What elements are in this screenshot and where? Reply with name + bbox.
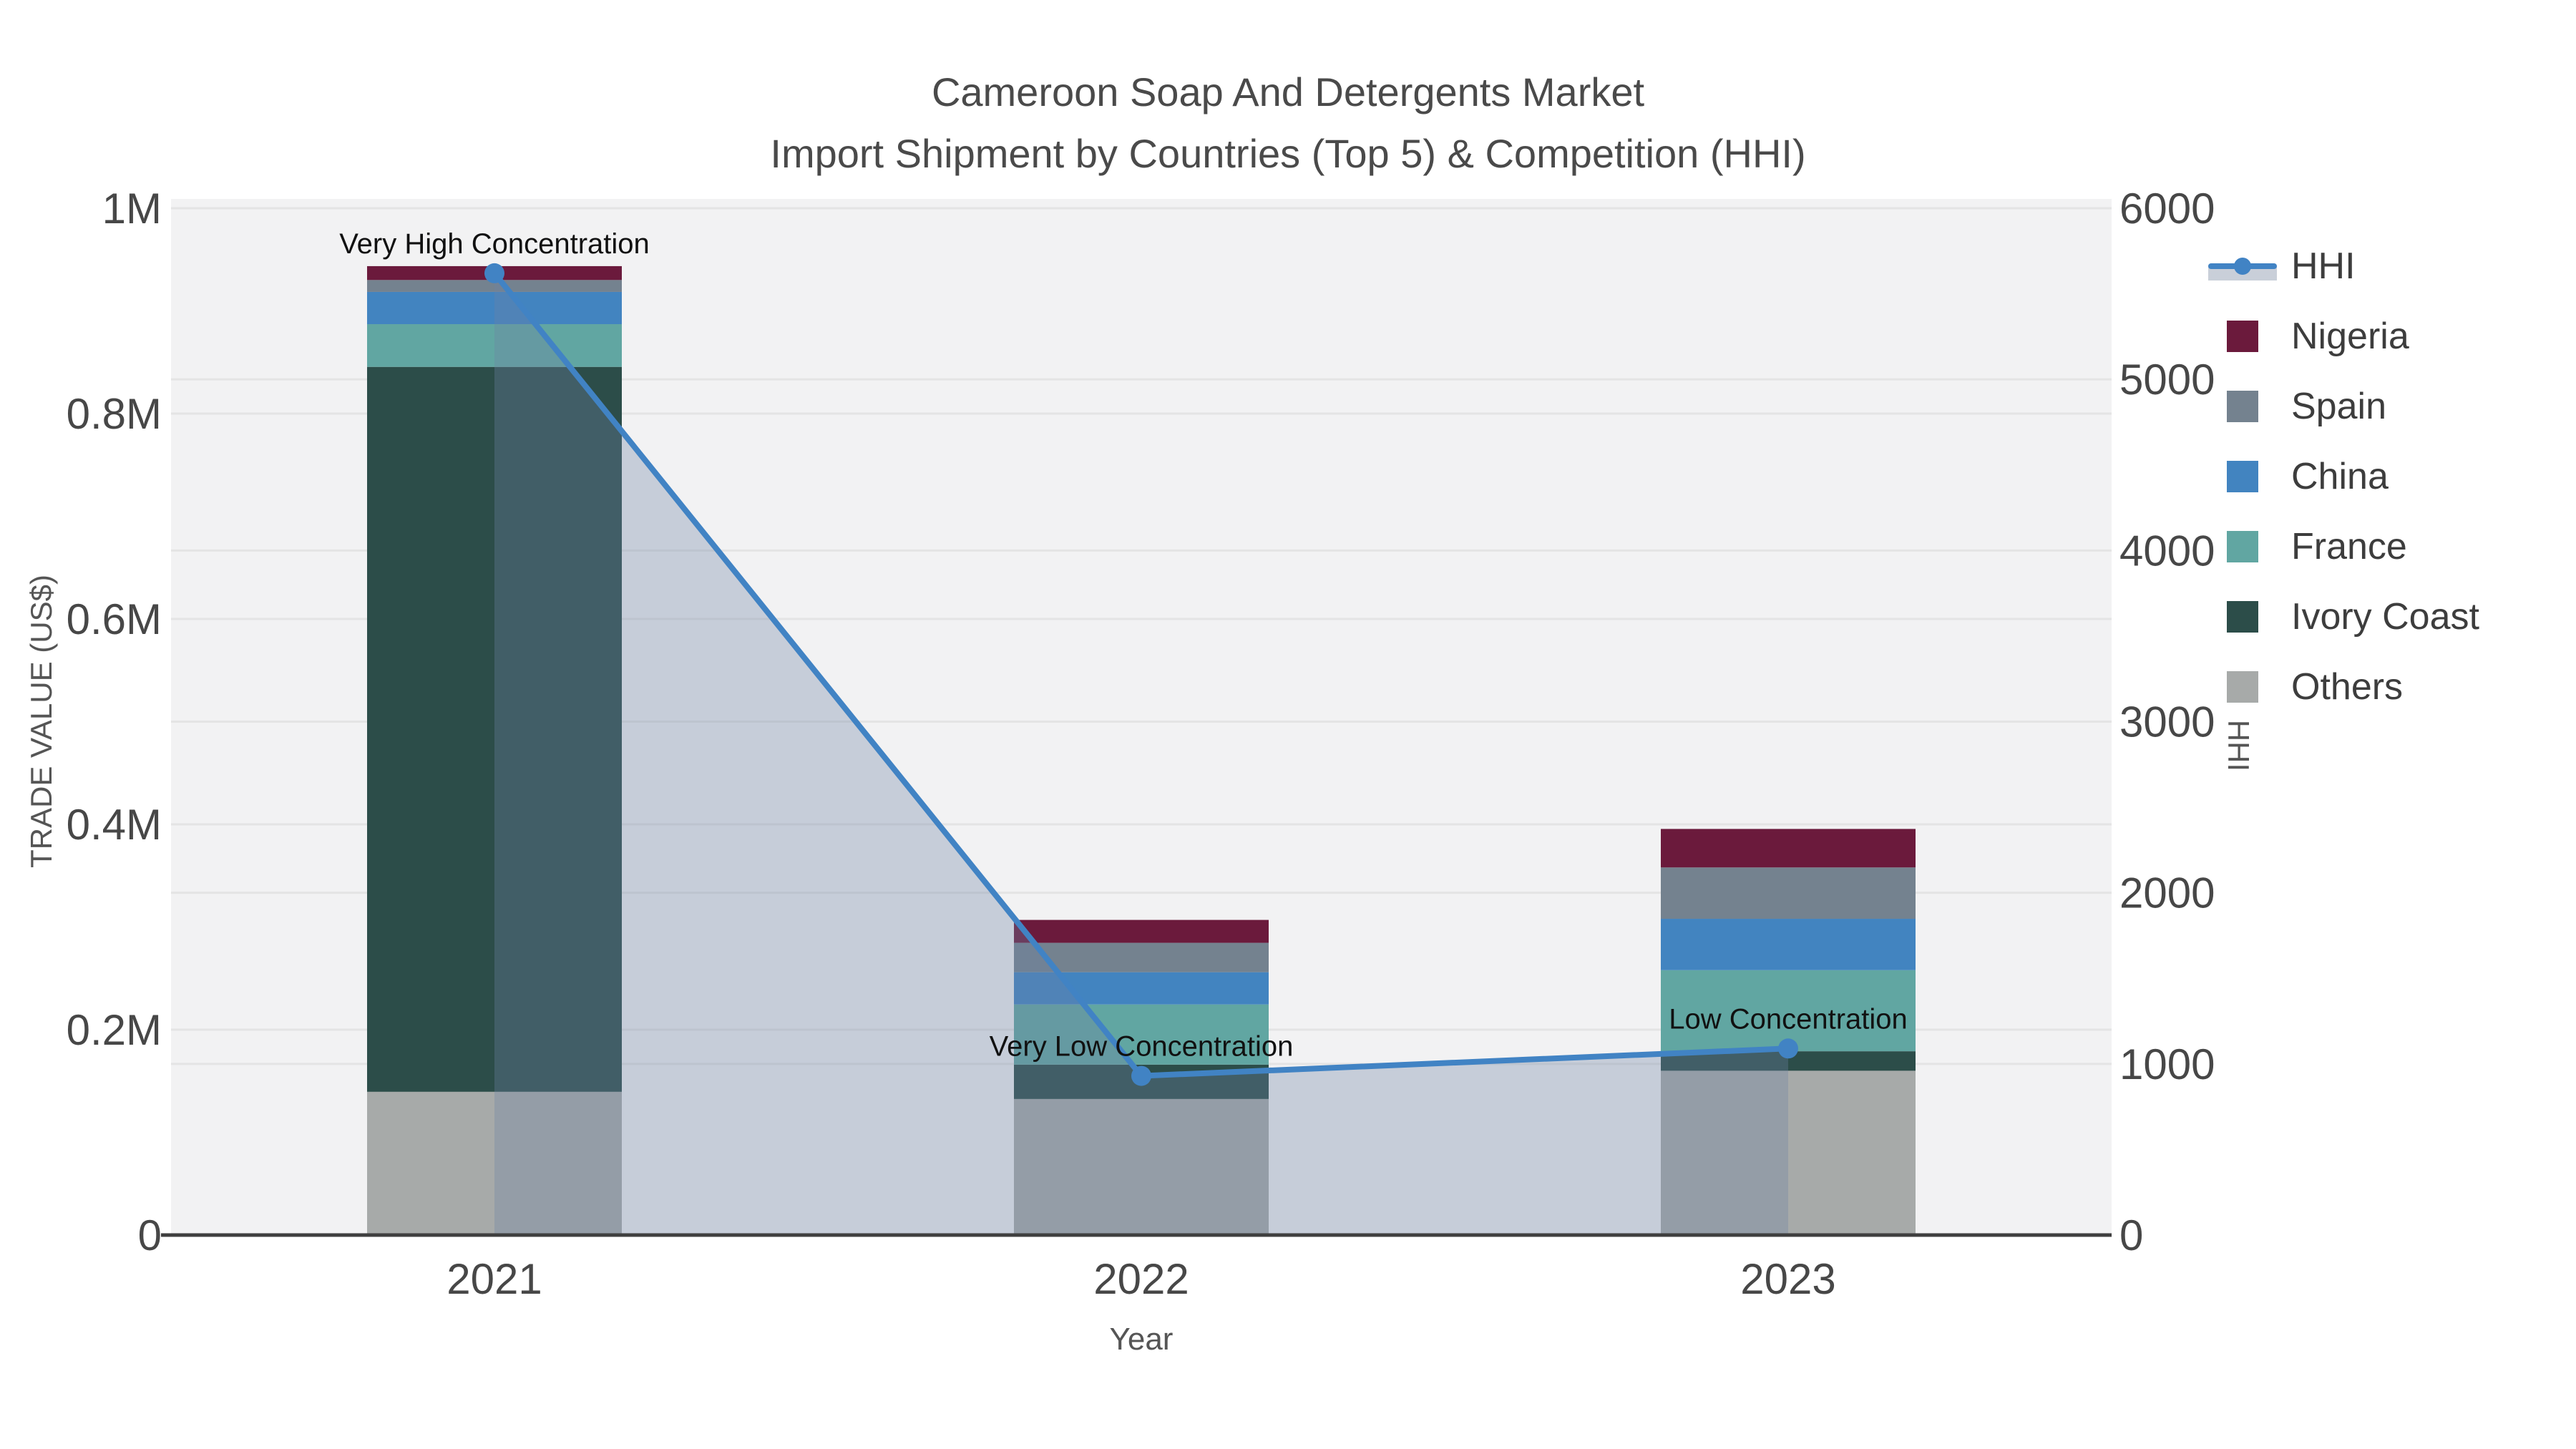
- y-left-tick-0: 0: [138, 1211, 162, 1259]
- legend-label: Spain: [2291, 386, 2386, 427]
- x-axis-title: Year: [1109, 1322, 1174, 1357]
- hhi-point-2022[interactable]: [1131, 1065, 1151, 1086]
- series-swatch-icon: [2208, 457, 2277, 497]
- bar-segment-2022-china[interactable]: [1014, 972, 1269, 1005]
- y-right-tick-6000: 6000: [2119, 185, 2215, 233]
- chart-subtitle: Import Shipment by Countries (Top 5) & C…: [770, 131, 1806, 176]
- legend-item-china[interactable]: China: [2208, 453, 2389, 500]
- bar-segment-2022-france[interactable]: [1014, 1004, 1269, 1065]
- swatch-square: [2227, 391, 2258, 422]
- y-right-axis-title: HHI: [2222, 719, 2255, 772]
- legend-item-others[interactable]: Others: [2208, 663, 2403, 711]
- y-left-tick-1M: 1M: [102, 185, 162, 233]
- legend-label: China: [2291, 456, 2389, 497]
- annotation-2023: Low Concentration: [1669, 1003, 1908, 1035]
- bar-segment-2023-nigeria[interactable]: [1661, 829, 1916, 868]
- swatch-square: [2227, 531, 2258, 562]
- y-right-tick-0: 0: [2119, 1211, 2143, 1259]
- annotation-2022: Very Low Concentration: [990, 1031, 1294, 1063]
- y-left-tick-0.4M: 0.4M: [67, 801, 162, 849]
- y-left-tick-0.6M: 0.6M: [67, 595, 162, 643]
- legend-item-hhi[interactable]: HHI: [2208, 243, 2356, 290]
- x-tick-2023: 2023: [1740, 1255, 1835, 1303]
- series-swatch-icon: [2208, 597, 2277, 637]
- series-swatch-icon: [2208, 386, 2277, 426]
- bar-segment-2023-france[interactable]: [1661, 970, 1916, 1052]
- y-right-tick-1000: 1000: [2119, 1040, 2215, 1088]
- bar-segment-2021-others[interactable]: [367, 1091, 622, 1235]
- bar-segment-2021-france[interactable]: [367, 324, 622, 367]
- bar-segment-2023-spain[interactable]: [1661, 867, 1916, 919]
- series-swatch-icon: [2208, 316, 2277, 356]
- legend-label: France: [2291, 526, 2407, 567]
- y-right-tick-3000: 3000: [2119, 698, 2215, 746]
- bar-segment-2022-nigeria[interactable]: [1014, 919, 1269, 943]
- hhi-line-swatch-icon: [2208, 246, 2277, 286]
- y-right-tick-4000: 4000: [2119, 527, 2215, 575]
- legend-item-nigeria[interactable]: Nigeria: [2208, 313, 2409, 360]
- bar-segment-2023-others[interactable]: [1661, 1070, 1916, 1235]
- chart-title: Cameroon Soap And Detergents Market: [931, 69, 1645, 114]
- swatch-square: [2227, 671, 2258, 703]
- swatch-square: [2227, 461, 2258, 492]
- swatch-square: [2227, 601, 2258, 633]
- legend-item-ivory-coast[interactable]: Ivory Coast: [2208, 593, 2479, 640]
- y-left-axis-title: TRADE VALUE (US$): [24, 575, 58, 868]
- legend-label: Nigeria: [2291, 316, 2409, 357]
- legend-label: Ivory Coast: [2291, 596, 2479, 638]
- series-swatch-icon: [2208, 667, 2277, 707]
- legend-label: Others: [2291, 666, 2404, 708]
- y-right-tick-5000: 5000: [2119, 356, 2215, 404]
- hhi-marker-glyph: [2234, 258, 2251, 275]
- y-left-tick-0.8M: 0.8M: [67, 390, 162, 438]
- bar-segment-2023-china[interactable]: [1661, 919, 1916, 970]
- bar-segment-2021-ivory-coast[interactable]: [367, 366, 622, 1092]
- x-tick-2022: 2022: [1093, 1255, 1189, 1303]
- legend-label: HHI: [2291, 245, 2356, 287]
- legend: HHI Nigeria Spain China France Ivory Coast Oth…: [2204, 0, 2576, 1449]
- swatch-square: [2227, 321, 2258, 352]
- bar-segment-2022-others[interactable]: [1014, 1098, 1269, 1235]
- y-right-tick-2000: 2000: [2119, 869, 2215, 917]
- hhi-area-fill: [494, 273, 1788, 1236]
- bar-segment-2021-spain[interactable]: [367, 280, 622, 292]
- hhi-point-2021[interactable]: [484, 263, 504, 283]
- hhi-point-2023[interactable]: [1778, 1038, 1798, 1059]
- legend-item-spain[interactable]: Spain: [2208, 383, 2386, 430]
- legend-item-france[interactable]: France: [2208, 523, 2407, 570]
- x-tick-2021: 2021: [447, 1255, 542, 1303]
- bar-segment-2021-china[interactable]: [367, 291, 622, 325]
- annotation-2021: Very High Concentration: [339, 228, 650, 260]
- series-swatch-icon: [2208, 527, 2277, 567]
- y-left-tick-0.2M: 0.2M: [67, 1006, 162, 1054]
